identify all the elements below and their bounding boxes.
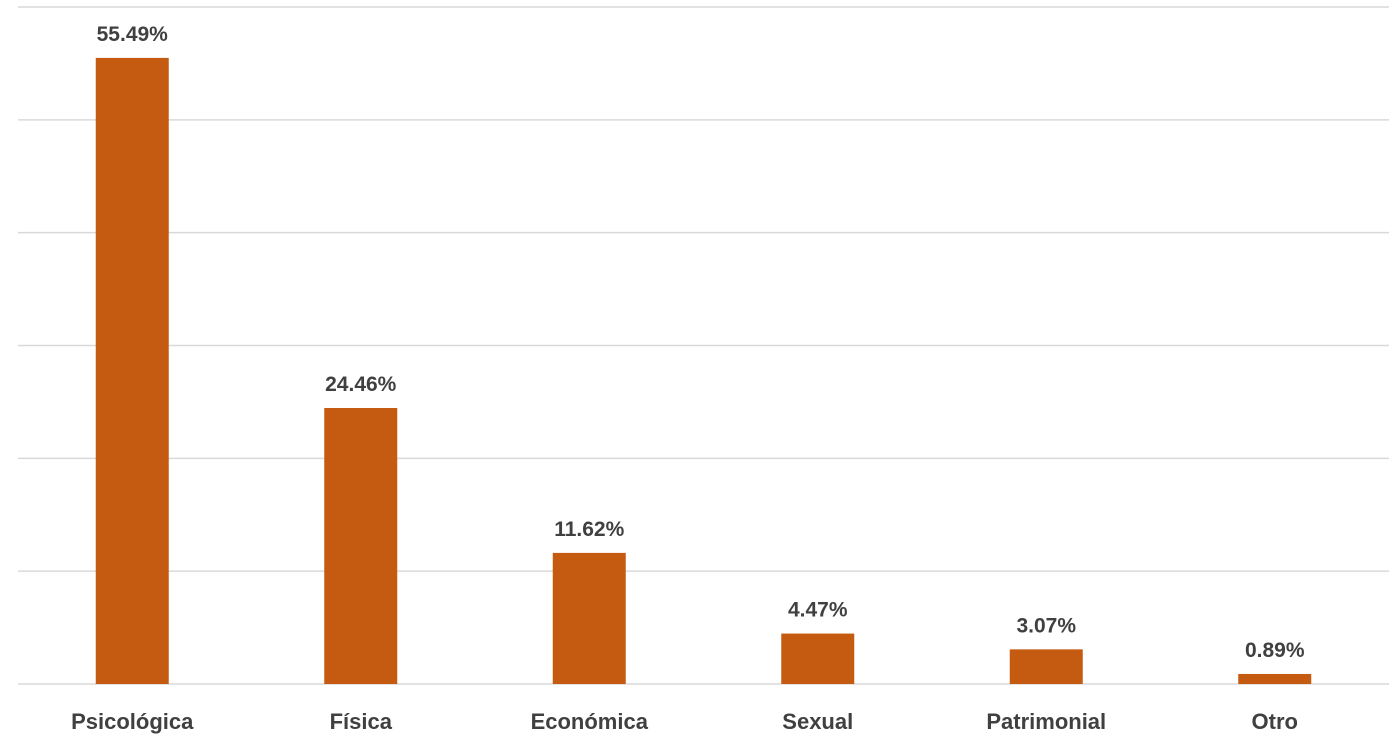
bar-económica — [552, 552, 626, 684]
data-label: 3.07% — [1016, 614, 1076, 637]
data-labels: 55.49% 24.46% 11.62% 4.47% 3.07% 0.89% — [97, 23, 1305, 662]
category-labels: Psicológica Física Económica Sexual Patrimon… — [71, 709, 1298, 734]
bar-sexual — [781, 633, 855, 684]
bar-física — [324, 408, 398, 684]
category-label: Económica — [531, 709, 649, 734]
bar-otro — [1238, 673, 1312, 684]
data-label: 11.62% — [554, 518, 624, 541]
data-label: 24.46% — [325, 373, 397, 396]
bar-psicológica — [95, 57, 169, 685]
bars — [95, 57, 1312, 685]
data-label: 0.89% — [1245, 639, 1305, 662]
gridlines — [18, 6, 1389, 685]
bar-patrimonial — [1009, 649, 1083, 684]
category-label: Sexual — [782, 709, 853, 734]
data-label: 4.47% — [788, 599, 848, 622]
category-label: Otro — [1252, 709, 1298, 734]
data-label: 55.49% — [97, 23, 169, 46]
category-label: Patrimonial — [986, 709, 1106, 734]
category-label: Psicológica — [71, 709, 194, 734]
category-label: Física — [330, 709, 393, 734]
